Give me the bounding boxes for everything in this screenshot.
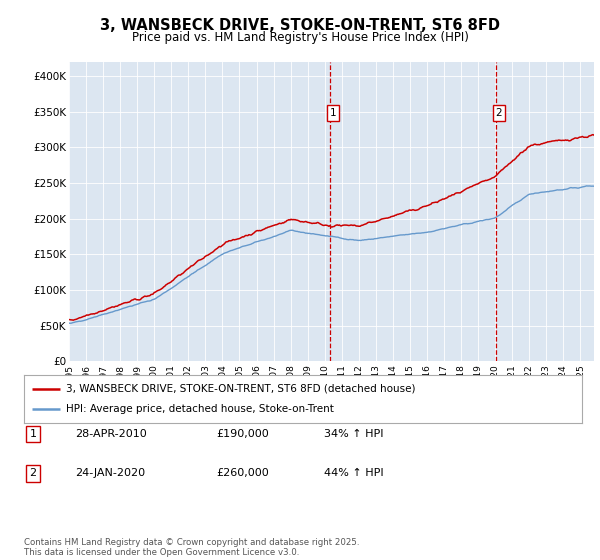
Text: 28-APR-2010: 28-APR-2010 — [75, 429, 147, 439]
Text: £260,000: £260,000 — [216, 468, 269, 478]
Text: 3, WANSBECK DRIVE, STOKE-ON-TRENT, ST6 8FD (detached house): 3, WANSBECK DRIVE, STOKE-ON-TRENT, ST6 8… — [66, 384, 415, 394]
Text: 3, WANSBECK DRIVE, STOKE-ON-TRENT, ST6 8FD: 3, WANSBECK DRIVE, STOKE-ON-TRENT, ST6 8… — [100, 18, 500, 33]
Text: 2: 2 — [29, 468, 37, 478]
Text: Price paid vs. HM Land Registry's House Price Index (HPI): Price paid vs. HM Land Registry's House … — [131, 31, 469, 44]
Text: 1: 1 — [29, 429, 37, 439]
Text: 2: 2 — [496, 108, 502, 118]
Text: £190,000: £190,000 — [216, 429, 269, 439]
Text: Contains HM Land Registry data © Crown copyright and database right 2025.
This d: Contains HM Land Registry data © Crown c… — [24, 538, 359, 557]
Text: HPI: Average price, detached house, Stoke-on-Trent: HPI: Average price, detached house, Stok… — [66, 404, 334, 414]
Text: 24-JAN-2020: 24-JAN-2020 — [75, 468, 145, 478]
Text: 1: 1 — [329, 108, 336, 118]
Text: 34% ↑ HPI: 34% ↑ HPI — [324, 429, 383, 439]
Text: 44% ↑ HPI: 44% ↑ HPI — [324, 468, 383, 478]
